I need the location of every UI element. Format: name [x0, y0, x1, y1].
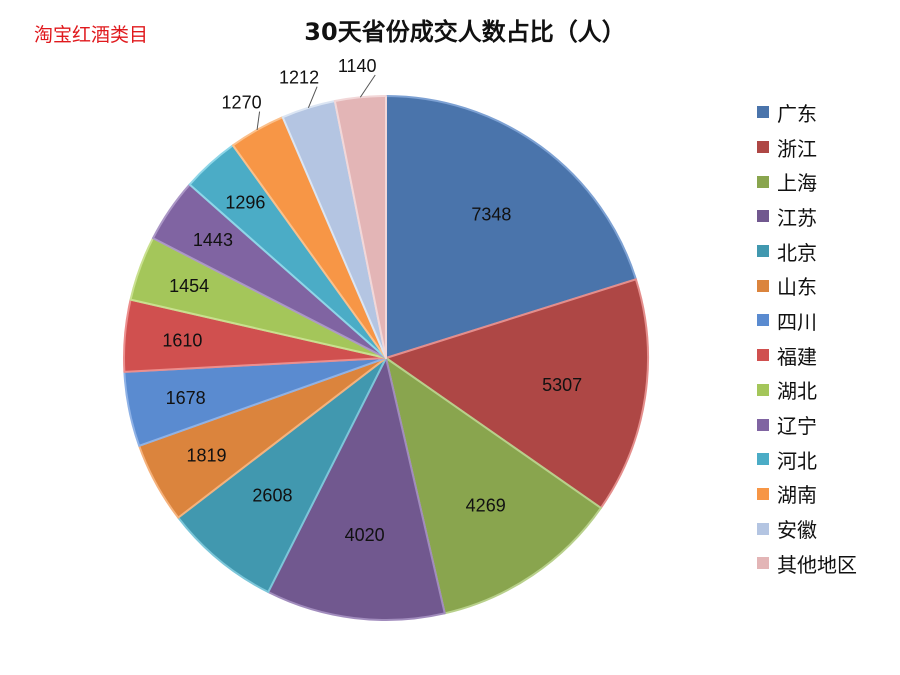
pie-slice-3: [385, 357, 602, 615]
legend-item-10: 辽宁: [757, 407, 857, 442]
data-label-12: 1270: [222, 93, 262, 113]
data-label-13: 1212: [279, 68, 319, 88]
pie-slice-14: [333, 95, 387, 359]
data-label-2: 5307: [542, 375, 582, 395]
legend-item-4: 江苏: [757, 199, 857, 234]
pie-slice-1: [385, 95, 637, 359]
legend-label-10: 辽宁: [777, 414, 817, 439]
chart-legend: 广东浙江上海江苏北京山东四川福建湖北辽宁河北湖南安徽其他地区: [757, 95, 857, 581]
legend-label-1: 广东: [777, 101, 817, 126]
legend-swatch-13: [757, 522, 769, 535]
leader-line-12: [256, 111, 261, 130]
data-label-8: 1610: [162, 330, 202, 350]
data-label-5: 2608: [252, 485, 292, 505]
pie-slice-5: [177, 357, 387, 594]
legend-swatch-11: [757, 453, 769, 466]
legend-item-7: 四川: [757, 303, 857, 338]
data-label-9: 1454: [169, 276, 209, 296]
legend-item-6: 山东: [757, 268, 857, 303]
legend-label-14: 其他地区: [777, 552, 857, 577]
legend-label-13: 安徽: [777, 518, 817, 543]
legend-item-2: 浙江: [757, 130, 857, 165]
legend-item-3: 上海: [757, 164, 857, 199]
legend-label-5: 北京: [777, 240, 817, 265]
pie-slice-2: [385, 278, 650, 509]
legend-item-13: 安徽: [757, 511, 857, 546]
legend-swatch-3: [757, 175, 769, 188]
legend-item-11: 河北: [757, 442, 857, 477]
data-label-11: 1296: [225, 193, 265, 213]
pie-slices: [123, 95, 650, 621]
legend-swatch-1: [757, 106, 769, 119]
legend-label-9: 湖北: [777, 379, 817, 404]
category-label: 淘宝红酒类目: [34, 24, 149, 46]
pie-slice-4: [267, 357, 446, 621]
legend-swatch-5: [757, 245, 769, 258]
legend-label-3: 上海: [777, 171, 817, 196]
legend-label-7: 四川: [777, 309, 817, 334]
legend-label-11: 河北: [777, 448, 817, 473]
chart-title: 30天省份成交人数占比（人）: [304, 18, 626, 46]
legend-label-2: 浙江: [777, 136, 817, 161]
legend-swatch-7: [757, 314, 769, 327]
data-label-14: 1140: [338, 56, 377, 76]
data-label-1: 7348: [471, 204, 511, 224]
data-label-10: 1443: [193, 230, 233, 250]
legend-swatch-2: [757, 141, 769, 154]
leader-line-14: [359, 74, 376, 98]
legend-swatch-9: [757, 383, 769, 396]
data-label-6: 1819: [186, 446, 226, 466]
legend-label-12: 湖南: [777, 483, 817, 508]
legend-item-9: 湖北: [757, 373, 857, 408]
pie-data-labels: 7348 5307 4269 4020 2608 1819 1678 1610 1454 1443…: [162, 56, 582, 545]
legend-item-8: 福建: [757, 338, 857, 373]
legend-swatch-10: [757, 418, 769, 431]
legend-swatch-12: [757, 487, 769, 500]
legend-item-1: 广东: [757, 95, 857, 130]
legend-item-14: 其他地区: [757, 546, 857, 581]
legend-label-6: 山东: [777, 275, 817, 300]
data-label-4: 4020: [345, 525, 385, 545]
legend-label-4: 江苏: [777, 205, 817, 230]
data-label-3: 4269: [466, 496, 506, 516]
legend-swatch-4: [757, 210, 769, 223]
legend-label-8: 福建: [777, 344, 817, 369]
leader-line-13: [307, 86, 318, 108]
legend-item-12: 湖南: [757, 477, 857, 512]
legend-swatch-8: [757, 349, 769, 362]
data-label-7: 1678: [166, 388, 206, 408]
legend-swatch-6: [757, 279, 769, 292]
legend-item-5: 北京: [757, 234, 857, 269]
legend-swatch-14: [757, 557, 769, 570]
